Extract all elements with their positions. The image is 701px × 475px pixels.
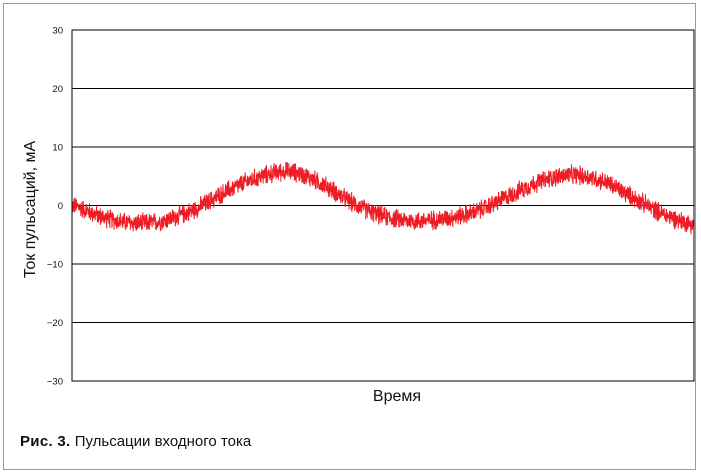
figure-caption: Рис. 3. Пульсации входного тока — [20, 433, 251, 450]
plot-area-border — [71, 29, 695, 382]
y-tick-label: 0 — [58, 201, 63, 212]
series-line-ripple-current — [71, 162, 695, 235]
y-tick-label: −20 — [47, 318, 63, 329]
y-axis-label: Ток пульсаций, мА — [22, 141, 39, 279]
figure-label: Рис. 3. — [20, 433, 71, 450]
figure-caption-text: Пульсации входного тока — [74, 433, 252, 450]
y-tick-label: 20 — [52, 84, 63, 95]
y-tick-label: −30 — [47, 377, 63, 388]
y-tick-label: 30 — [52, 26, 63, 37]
figure-frame — [3, 3, 696, 470]
x-axis-label: Время — [373, 388, 421, 405]
y-tick-label: −10 — [47, 260, 63, 271]
grid-lines — [72, 88, 694, 323]
y-tick-label: 10 — [52, 143, 63, 154]
y-tick-labels: 30 20 10 0 −10 −20 −30 — [47, 26, 63, 388]
